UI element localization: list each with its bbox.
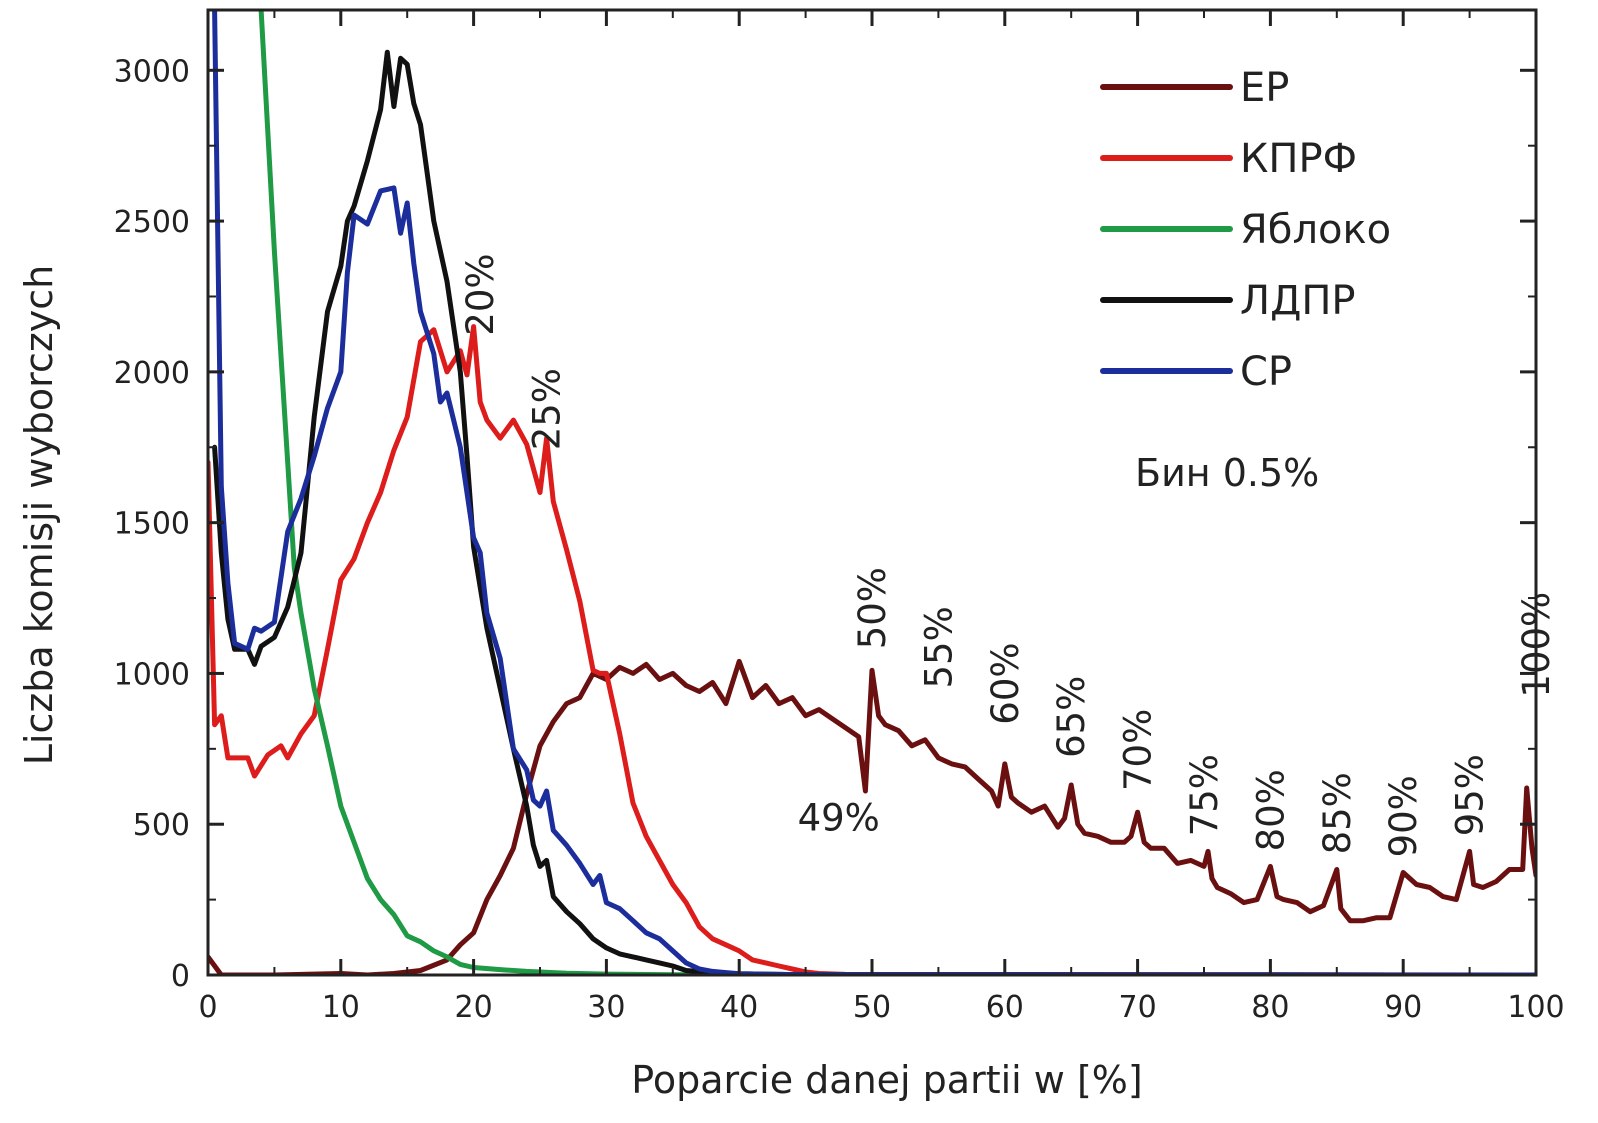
axes: 0 10 20 30 40 50 60 70 80 90 100050010001500200025…	[17, 8, 1565, 1102]
x-axis-title: Poparcie danej partii w [%]	[631, 1058, 1142, 1102]
x-tick-label: 0	[198, 990, 217, 1025]
series-line-0	[208, 658, 1536, 975]
x-tick-label: 40	[720, 990, 758, 1025]
annotation-label: 50%	[851, 567, 894, 649]
annotation-label: 75%	[1183, 754, 1226, 836]
annotation-label: 100%	[1515, 592, 1558, 698]
y-tick-label: 500	[133, 808, 190, 843]
x-tick-label: 100	[1507, 990, 1564, 1025]
y-tick-label: 3000	[114, 54, 190, 89]
x-tick-label: 70	[1119, 990, 1157, 1025]
annotations: 20% 25% 50% 55% 60% 65% 70% 75% 80% 85% 90% 95% 100%…	[459, 253, 1558, 857]
annotation-label: 60%	[984, 642, 1027, 724]
legend-label: СР	[1240, 349, 1292, 395]
x-tick-label: 10	[322, 990, 360, 1025]
annotation-label: 25%	[526, 368, 569, 450]
legend: ЕР КПРФ Яблоко ЛДПР СР Бин 0.5%	[1100, 65, 1391, 495]
x-tick-label: 90	[1384, 990, 1422, 1025]
annotation-label: 90%	[1382, 775, 1425, 857]
legend-label: ЕР	[1240, 65, 1289, 111]
series-line-4	[212, 10, 1536, 975]
series-line-2	[258, 10, 1536, 975]
bin-note: Бин 0.5%	[1135, 451, 1319, 495]
x-tick-label: 50	[853, 990, 891, 1025]
legend-label: КПРФ	[1240, 136, 1357, 182]
x-tick-label: 60	[986, 990, 1024, 1025]
annotation-label: 49%	[798, 796, 880, 839]
x-tick-label: 20	[455, 990, 493, 1025]
annotation-label: 70%	[1117, 709, 1160, 791]
legend-label: Яблоко	[1240, 207, 1391, 253]
y-tick-label: 2500	[114, 205, 190, 240]
y-axis-title: Liczba komisji wyborczych	[17, 265, 61, 766]
annotation-label: 65%	[1050, 676, 1093, 758]
annotation-label: 80%	[1249, 769, 1292, 851]
series-line-3	[212, 49, 1536, 975]
series-line-1	[208, 324, 1536, 975]
y-tick-label: 0	[171, 959, 190, 994]
annotation-label: 95%	[1449, 754, 1492, 836]
plot-area	[208, 10, 1536, 975]
legend-label: ЛДПР	[1240, 278, 1356, 324]
y-tick-label: 1500	[114, 507, 190, 542]
x-tick-label: 80	[1251, 990, 1289, 1025]
x-tick-label: 30	[587, 990, 625, 1025]
y-tick-label: 1000	[114, 657, 190, 692]
annotation-label: 85%	[1316, 772, 1359, 854]
y-tick-label: 2000	[114, 356, 190, 391]
annotation-label: 55%	[917, 606, 960, 688]
annotation-label: 20%	[459, 253, 502, 335]
